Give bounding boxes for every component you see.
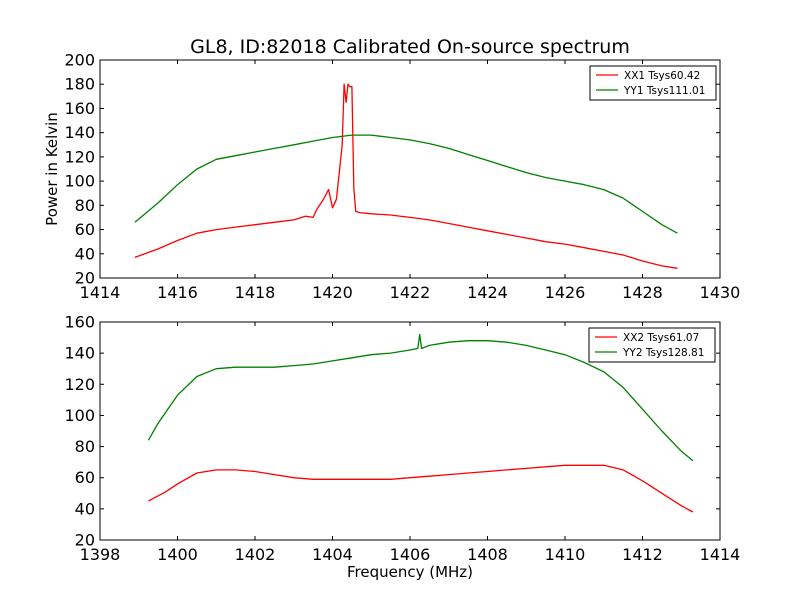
y-tick-label: 80 <box>75 437 95 456</box>
x-tick-label: 1422 <box>390 283 431 302</box>
x-tick-label: 1424 <box>467 283 508 302</box>
x-tick-label: 1400 <box>157 545 198 564</box>
legend: XX1 Tsys60.42 YY1 Tsys111.01 <box>589 65 717 101</box>
x-tick-label: 1426 <box>545 283 586 302</box>
y-axis-label: Power in Kelvin <box>43 112 61 226</box>
x-tick-label: 1410 <box>545 545 586 564</box>
y-tick-label: 100 <box>64 406 95 425</box>
y-tick-label: 40 <box>75 499 95 518</box>
x-tick-label: 1414 <box>700 545 741 564</box>
x-tick-label: 1420 <box>312 283 353 302</box>
x-tick-label: 1412 <box>622 545 663 564</box>
y-tick-label: 40 <box>75 244 95 263</box>
series-line-xx1 <box>134 83 678 269</box>
x-tick-label: 1408 <box>467 545 508 564</box>
y-tick-label: 20 <box>75 531 95 550</box>
x-tick-label: 1416 <box>157 283 198 302</box>
legend-label: YY1 Tsys111.01 <box>623 85 705 97</box>
y-tick-label: 160 <box>64 99 95 118</box>
x-tick-label: 1430 <box>700 283 741 302</box>
series-line-yy1 <box>134 134 678 234</box>
y-tick-label: 100 <box>64 172 95 191</box>
series-line-yy2 <box>147 333 694 462</box>
chart-title: GL8, ID:82018 Calibrated On-source spect… <box>190 36 630 58</box>
y-tick-label: 160 <box>64 313 95 332</box>
top-panel: 1414 1416 1418 1420 1422 1424 1426 1428 1430 20 40… <box>43 51 740 303</box>
bottom-panel: 1398 1400 1402 1404 1406 1408 1410 1412 1414 20 40… <box>64 313 740 582</box>
y-tick-label: 80 <box>75 196 95 215</box>
y-tick-label: 60 <box>75 220 95 239</box>
legend-label: YY2 Tsys128.81 <box>622 347 704 359</box>
x-tick-label: 1418 <box>235 283 276 302</box>
x-tick-label: 1414 <box>80 283 121 302</box>
legend-label: XX1 Tsys60.42 <box>624 70 700 82</box>
y-tick-label: 120 <box>64 375 95 394</box>
legend-label: XX2 Tsys61.07 <box>623 332 699 344</box>
y-tick-label: 120 <box>64 147 95 166</box>
legend-box <box>589 65 717 101</box>
x-tick-label: 1404 <box>312 545 353 564</box>
y-tick-label: 20 <box>75 269 95 288</box>
x-tick-label: 1406 <box>390 545 431 564</box>
legend: XX2 Tsys61.07 YY2 Tsys128.81 <box>588 327 716 363</box>
legend-box <box>588 327 716 363</box>
x-tick-label: 1398 <box>80 545 121 564</box>
series-line-xx2 <box>148 464 694 513</box>
x-axis-label: Frequency (MHz) <box>347 563 473 581</box>
y-tick-label: 140 <box>64 344 95 363</box>
y-tick-label: 140 <box>64 123 95 142</box>
x-tick-label: 1428 <box>622 283 663 302</box>
y-tick-label: 180 <box>64 75 95 94</box>
y-tick-label: 60 <box>75 468 95 487</box>
y-tick-label: 200 <box>64 51 95 70</box>
x-tick-label: 1402 <box>235 545 276 564</box>
